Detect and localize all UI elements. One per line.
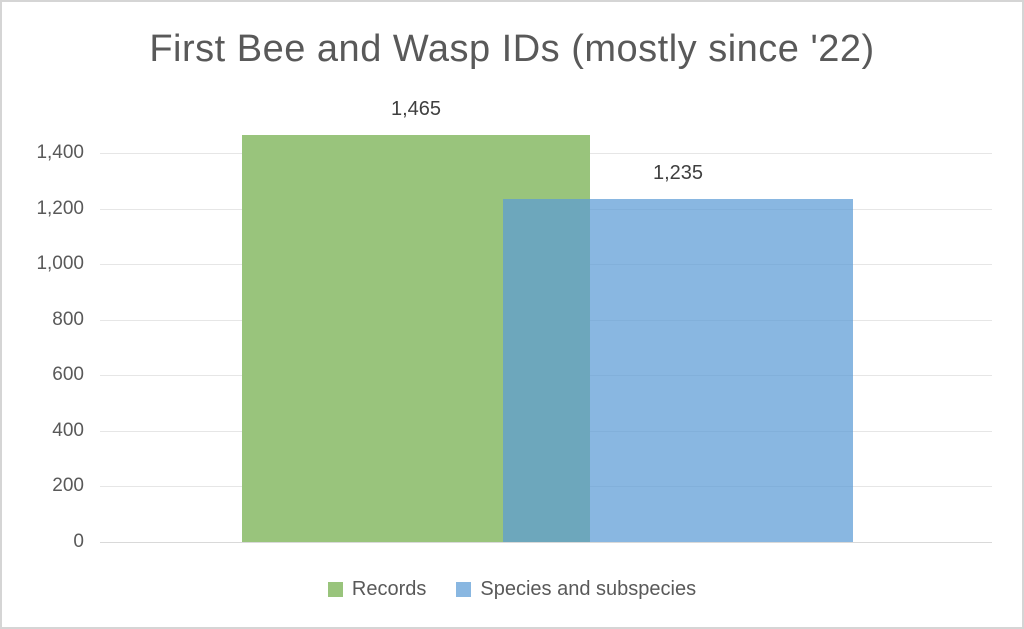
y-tick-label: 1,200 bbox=[36, 197, 84, 219]
data-label-species-and-subspecies: 1,235 bbox=[652, 161, 704, 184]
data-label-records: 1,465 bbox=[390, 98, 442, 121]
legend-item-records: Records bbox=[327, 577, 427, 601]
y-tick-label: 0 bbox=[73, 531, 84, 552]
y-tick-label: 1,000 bbox=[36, 253, 84, 275]
legend: Records Species and subspecies bbox=[2, 575, 1022, 603]
legend-item-species-and-subspecies: Species and subspecies bbox=[456, 578, 696, 601]
legend-swatch-records bbox=[327, 581, 343, 597]
y-tick-label: 200 bbox=[52, 475, 84, 497]
x-axis-line bbox=[100, 542, 992, 543]
legend-swatch-species-and-subspecies bbox=[456, 581, 472, 597]
chart-title: First Bee and Wasp IDs (mostly since '22… bbox=[149, 28, 875, 70]
y-tick-label: 400 bbox=[52, 419, 84, 441]
legend-label-records: Records bbox=[351, 577, 427, 600]
y-tick-label: 800 bbox=[52, 308, 84, 330]
y-tick-label: 1,400 bbox=[36, 142, 84, 164]
y-tick-label: 600 bbox=[52, 364, 84, 386]
bar-species-and-subspecies bbox=[503, 198, 853, 542]
legend-label-species-and-subspecies: Species and subspecies bbox=[480, 577, 697, 600]
